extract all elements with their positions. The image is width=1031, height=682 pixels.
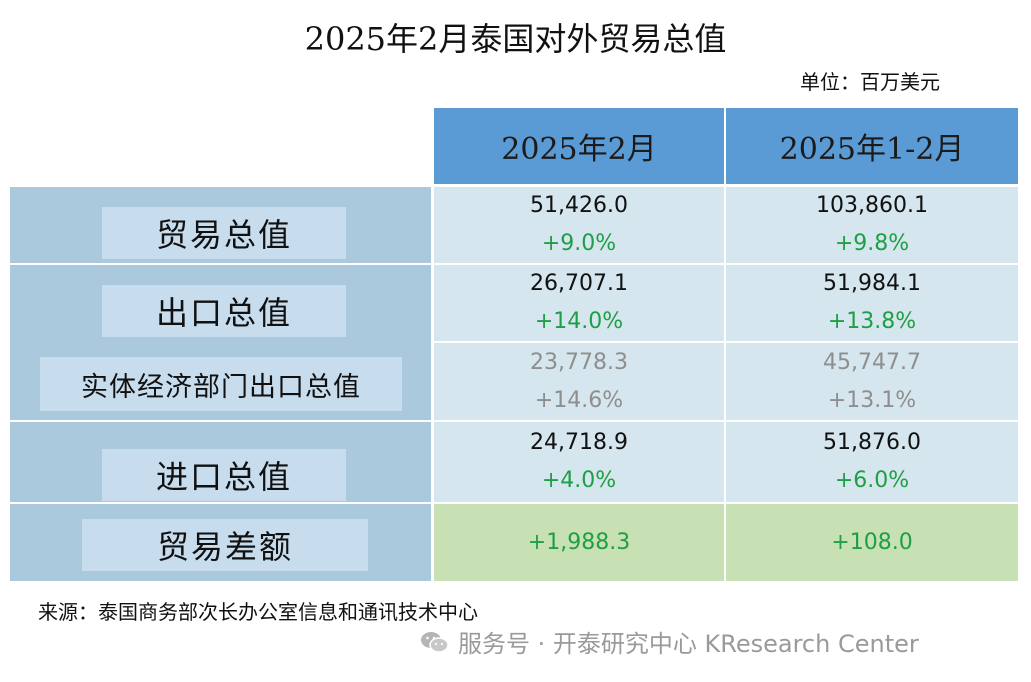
value: 23,778.3 (530, 349, 628, 375)
balance-value: +108.0 (831, 529, 913, 555)
cell-exports-jan-feb: 51,984.1 +13.8% (726, 265, 1018, 341)
row-label-real-sector-exports: 实体经济部门出口总值 (40, 357, 402, 411)
row-label-imports: 进口总值 (102, 449, 346, 501)
cell-imports-jan-feb: 51,876.0 +6.0% (726, 422, 1018, 502)
cell-exports-feb: 26,707.1 +14.0% (434, 265, 724, 341)
growth-percent: +14.6% (534, 387, 624, 413)
cell-total-trade-feb: 51,426.0 +9.0% (434, 187, 724, 263)
row-label-total-trade: 贸易总值 (102, 207, 346, 259)
balance-value: +1,988.3 (527, 529, 631, 555)
row-divider (10, 420, 431, 422)
row-divider (10, 502, 431, 504)
growth-percent: +13.8% (827, 309, 917, 334)
growth-percent: +14.0% (534, 309, 624, 334)
value: 103,860.1 (816, 193, 928, 218)
watermark-text: 服务号 · 开泰研究中心 KResearch Center (458, 630, 919, 658)
cell-total-trade-jan-feb: 103,860.1 +9.8% (726, 187, 1018, 263)
value: 51,984.1 (823, 271, 921, 296)
wechat-icon (421, 631, 449, 653)
cell-real-sector-exports-jan-feb: 45,747.7 +13.1% (726, 343, 1018, 420)
value: 24,718.9 (530, 430, 628, 455)
growth-percent: +6.0% (834, 468, 910, 493)
value: 51,876.0 (823, 430, 921, 455)
growth-percent: +13.1% (827, 387, 917, 413)
growth-percent: +9.8% (834, 231, 910, 256)
watermark: 服务号 · 开泰研究中心 KResearch Center (420, 624, 919, 659)
unit-label: 单位：百万美元 (800, 70, 940, 94)
cell-real-sector-exports-feb: 23,778.3 +14.6% (434, 343, 724, 420)
cell-trade-balance-jan-feb: +108.0 (726, 504, 1018, 581)
row-label-column: 贸易总值 出口总值 实体经济部门出口总值 进口总值 贸易差额 (10, 187, 431, 581)
growth-percent: +9.0% (541, 231, 617, 256)
growth-percent: +4.0% (541, 468, 617, 493)
column-header-jan-feb: 2025年1-2月 (726, 108, 1018, 184)
cell-trade-balance-feb: +1,988.3 (434, 504, 724, 581)
value: 51,426.0 (530, 193, 628, 218)
column-header-feb: 2025年2月 (434, 108, 724, 184)
source-note: 来源：泰国商务部次长办公室信息和通讯技术中心 (38, 600, 478, 624)
cell-imports-feb: 24,718.9 +4.0% (434, 422, 724, 502)
value: 45,747.7 (823, 349, 921, 375)
page-title: 2025年2月泰国对外贸易总值 (304, 20, 727, 58)
row-divider (10, 263, 431, 265)
row-label-trade-balance: 贸易差额 (82, 519, 368, 571)
value: 26,707.1 (530, 271, 628, 296)
row-label-exports: 出口总值 (102, 285, 346, 337)
